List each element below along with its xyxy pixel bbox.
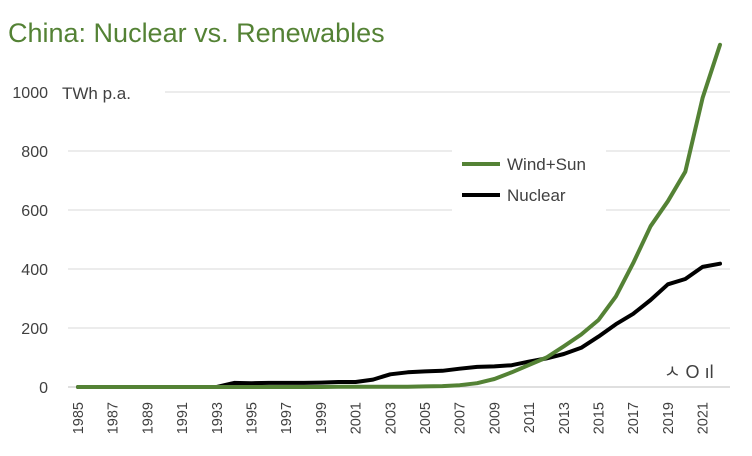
x-axis-ticks: 1985 1987 1989 1991 1993 1995 1997 1999 2001 2003… [71, 402, 712, 434]
x-tick-label-2019: 2019 [661, 402, 677, 434]
y-tick-label-800: 800 [21, 144, 48, 161]
x-tick-label-1995: 1995 [245, 402, 261, 434]
x-tick-label-2015: 2015 [592, 402, 608, 434]
x-tick-label-1999: 1999 [314, 402, 330, 434]
y-tick-label-200: 200 [21, 321, 48, 338]
y-axis-ticks: 0 200 400 600 800 1000 [12, 85, 48, 397]
x-tick-label-1991: 1991 [175, 402, 191, 434]
series-line-wind-sun [76, 42, 722, 389]
x-tick-label-1987: 1987 [106, 402, 122, 434]
y-tick-label-600: 600 [21, 203, 48, 220]
x-tick-label-1997: 1997 [279, 402, 295, 434]
x-tick-label-2005: 2005 [418, 402, 434, 434]
x-tick-label-2003: 2003 [383, 402, 399, 434]
x-tick-label-1985: 1985 [71, 402, 87, 434]
x-tick-label-1993: 1993 [210, 402, 226, 434]
x-tick-label-1989: 1989 [140, 402, 156, 434]
legend-label-nuclear: Nuclear [507, 186, 566, 205]
y-axis-unit-label: TWh p.a. [62, 84, 131, 103]
y-tick-label-400: 400 [21, 262, 48, 279]
x-tick-label-2017: 2017 [626, 402, 642, 434]
gridlines [68, 91, 730, 329]
chart-title: China: Nuclear vs. Renewables [8, 18, 385, 48]
x-tick-label-2007: 2007 [453, 402, 469, 434]
y-tick-label-1000: 1000 [12, 85, 48, 102]
legend-label-wind-sun: Wind+Sun [507, 155, 586, 174]
legend: Wind+Sun Nuclear [452, 148, 606, 212]
watermark-logo: ㅅ O ıl [664, 362, 714, 382]
legend-background [452, 148, 606, 212]
x-tick-label-2011: 2011 [522, 402, 538, 433]
x-tick-label-2021: 2021 [696, 402, 712, 434]
x-tick-label-2001: 2001 [349, 402, 365, 434]
series-lines [76, 42, 722, 389]
y-tick-label-0: 0 [39, 380, 48, 397]
x-tick-label-2013: 2013 [557, 402, 573, 434]
x-tick-label-2009: 2009 [487, 402, 503, 434]
